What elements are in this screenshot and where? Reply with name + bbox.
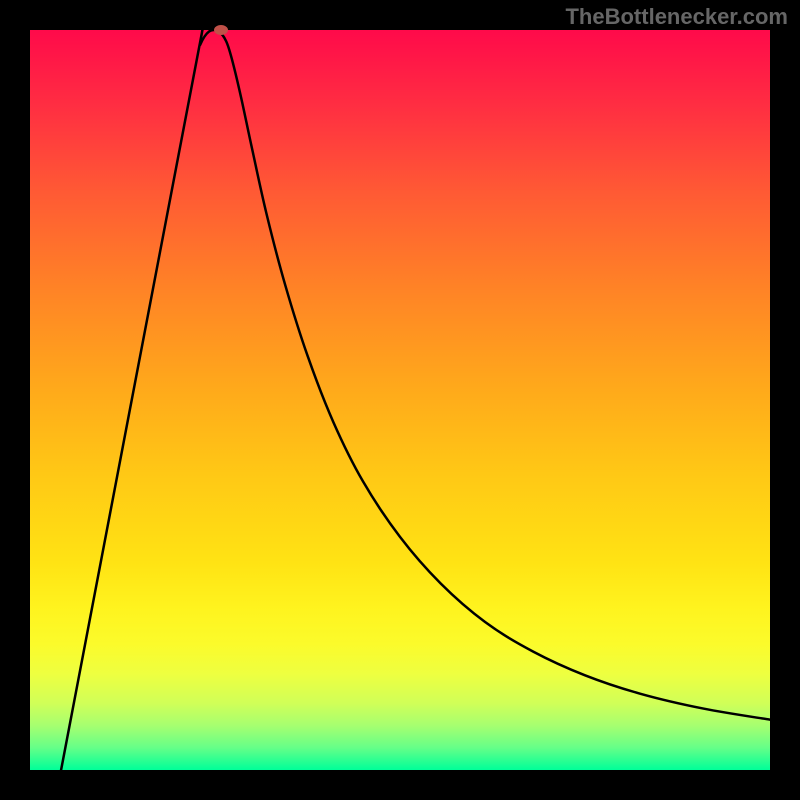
chart-curve <box>30 30 770 770</box>
chart-minimum-marker <box>214 25 228 35</box>
chart-container <box>30 30 770 770</box>
watermark-text: TheBottlenecker.com <box>565 4 788 30</box>
